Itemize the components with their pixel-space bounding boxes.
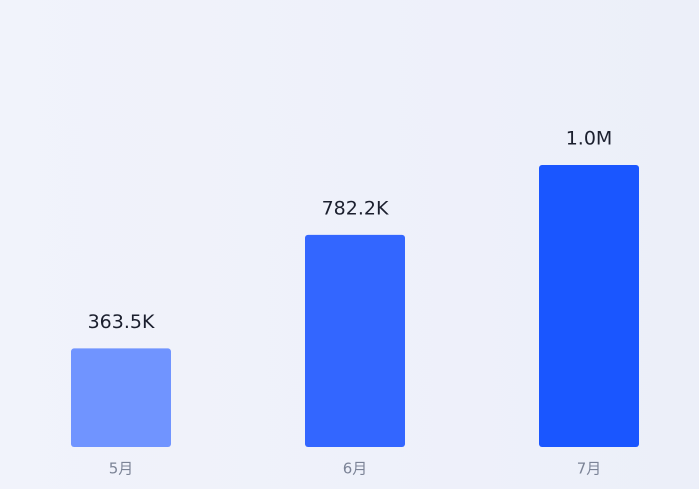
value-label: 782.2K <box>322 197 389 219</box>
x-tick-label: 5月 <box>109 460 134 478</box>
x-tick-label: 6月 <box>343 460 368 478</box>
x-tick-label: 7月 <box>577 460 602 478</box>
bar <box>305 234 405 447</box>
bar <box>539 165 639 447</box>
value-label: 363.5K <box>88 311 155 333</box>
bar <box>71 348 171 447</box>
value-label: 1.0M <box>566 128 613 150</box>
